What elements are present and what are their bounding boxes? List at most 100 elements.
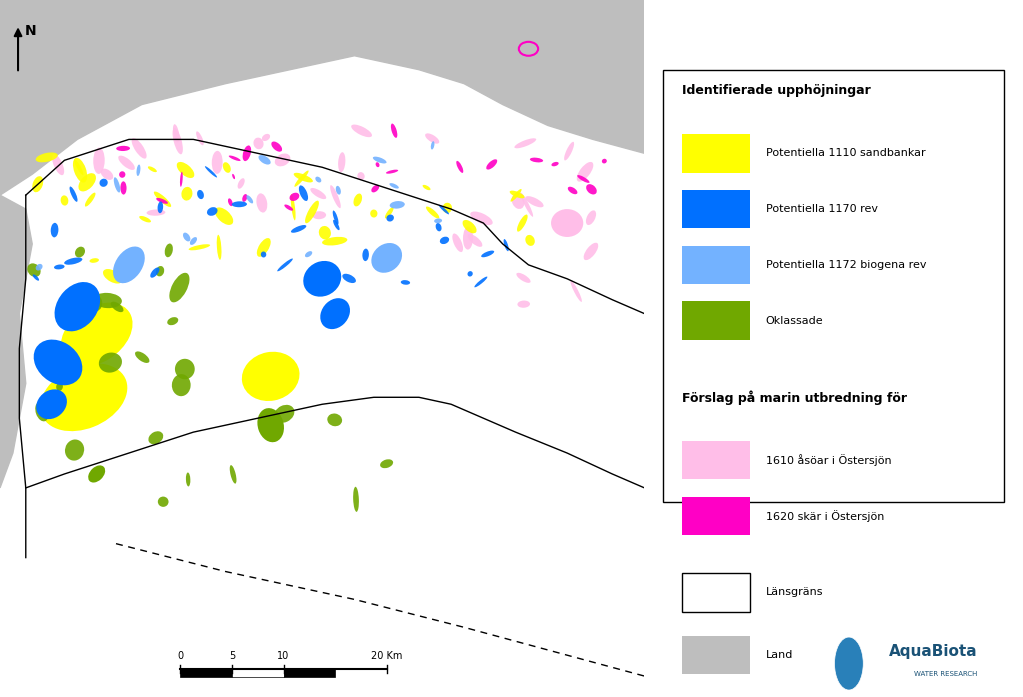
Ellipse shape <box>387 215 394 222</box>
Ellipse shape <box>186 473 190 487</box>
Ellipse shape <box>390 183 399 189</box>
Ellipse shape <box>113 247 145 283</box>
Bar <box>232 669 283 677</box>
Ellipse shape <box>338 152 346 172</box>
Ellipse shape <box>336 186 341 194</box>
Ellipse shape <box>114 177 121 192</box>
Ellipse shape <box>333 220 340 230</box>
Ellipse shape <box>551 209 583 237</box>
Bar <box>682 245 751 284</box>
Ellipse shape <box>36 153 57 162</box>
Ellipse shape <box>229 155 240 161</box>
Ellipse shape <box>117 146 130 151</box>
Ellipse shape <box>602 159 607 164</box>
Ellipse shape <box>65 440 84 461</box>
Ellipse shape <box>79 173 96 192</box>
Ellipse shape <box>196 131 204 145</box>
Bar <box>682 190 751 228</box>
Bar <box>180 669 232 677</box>
Ellipse shape <box>357 172 364 180</box>
Ellipse shape <box>259 155 271 164</box>
Ellipse shape <box>586 184 596 194</box>
Text: 0: 0 <box>177 651 183 661</box>
Ellipse shape <box>271 141 282 152</box>
Ellipse shape <box>33 275 39 281</box>
Ellipse shape <box>564 141 574 160</box>
Ellipse shape <box>431 141 435 150</box>
Ellipse shape <box>520 192 533 217</box>
Ellipse shape <box>518 300 530 308</box>
Ellipse shape <box>422 185 431 190</box>
Ellipse shape <box>158 496 169 507</box>
Ellipse shape <box>315 176 321 183</box>
Ellipse shape <box>73 158 87 183</box>
Ellipse shape <box>36 390 66 419</box>
Ellipse shape <box>119 171 126 178</box>
Ellipse shape <box>110 302 124 312</box>
Ellipse shape <box>261 252 266 257</box>
Ellipse shape <box>207 207 218 216</box>
Ellipse shape <box>343 274 356 283</box>
Ellipse shape <box>440 237 449 244</box>
Text: N: N <box>25 24 36 38</box>
Ellipse shape <box>503 239 508 251</box>
Text: Identifierade upphöjningar: Identifierade upphöjningar <box>682 84 872 97</box>
Ellipse shape <box>515 138 536 148</box>
Ellipse shape <box>148 431 164 444</box>
Ellipse shape <box>284 204 294 210</box>
Ellipse shape <box>121 181 127 194</box>
Ellipse shape <box>148 167 157 172</box>
Ellipse shape <box>351 125 372 137</box>
Text: 10: 10 <box>277 651 290 661</box>
Ellipse shape <box>183 233 190 241</box>
Text: Potentiella 1110 sandbankar: Potentiella 1110 sandbankar <box>765 148 925 158</box>
Ellipse shape <box>577 175 589 183</box>
Ellipse shape <box>197 190 204 199</box>
Polygon shape <box>0 195 33 488</box>
Ellipse shape <box>401 280 410 285</box>
Ellipse shape <box>456 161 463 173</box>
Ellipse shape <box>215 208 233 225</box>
Ellipse shape <box>509 190 525 199</box>
Ellipse shape <box>468 271 473 277</box>
Ellipse shape <box>517 215 528 231</box>
Ellipse shape <box>155 266 165 277</box>
Circle shape <box>835 637 863 690</box>
Ellipse shape <box>426 133 439 144</box>
Bar <box>682 496 751 535</box>
Bar <box>682 573 751 611</box>
Ellipse shape <box>28 263 41 277</box>
Ellipse shape <box>88 466 105 482</box>
Ellipse shape <box>310 188 326 199</box>
Ellipse shape <box>150 268 160 277</box>
Ellipse shape <box>36 264 43 270</box>
Text: AquaBiota: AquaBiota <box>889 644 978 659</box>
Ellipse shape <box>275 153 291 167</box>
Ellipse shape <box>254 137 264 149</box>
Ellipse shape <box>577 162 593 182</box>
Ellipse shape <box>136 164 140 176</box>
Ellipse shape <box>135 351 149 363</box>
Ellipse shape <box>56 383 62 391</box>
Ellipse shape <box>190 237 197 245</box>
Ellipse shape <box>443 203 452 213</box>
Ellipse shape <box>257 238 271 256</box>
Ellipse shape <box>40 363 127 431</box>
Ellipse shape <box>217 235 222 260</box>
Ellipse shape <box>481 251 494 257</box>
Ellipse shape <box>571 281 582 302</box>
Ellipse shape <box>319 226 330 240</box>
Ellipse shape <box>291 225 306 233</box>
Ellipse shape <box>381 459 393 468</box>
Ellipse shape <box>241 352 300 401</box>
Ellipse shape <box>327 413 342 427</box>
Text: Potentiella 1170 rev: Potentiella 1170 rev <box>765 204 878 214</box>
Ellipse shape <box>303 261 342 297</box>
Ellipse shape <box>517 273 531 283</box>
Ellipse shape <box>257 193 267 213</box>
Ellipse shape <box>188 244 210 250</box>
Ellipse shape <box>242 194 248 202</box>
Ellipse shape <box>475 277 487 287</box>
Ellipse shape <box>60 302 133 367</box>
Ellipse shape <box>258 408 284 442</box>
